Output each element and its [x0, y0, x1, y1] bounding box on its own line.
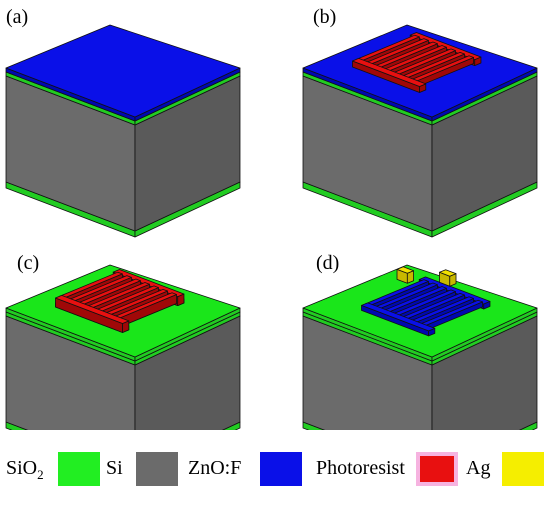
legend-swatch-zno: [260, 452, 302, 486]
zno-d-bus2-top: [361, 302, 436, 332]
panel-label-d: (d): [316, 252, 340, 274]
panel-label-a: (a): [6, 6, 29, 28]
ag-pad-1-top: [396, 266, 414, 274]
panel-label-b: (b): [313, 6, 337, 28]
panel-label-c: (c): [17, 252, 40, 274]
panel-b-block: [302, 24, 538, 238]
fabrication-diagram: [5, 24, 538, 430]
legend: SiO2 Si ZnO:F Photoresist Ag: [0, 440, 550, 500]
top-face: [5, 24, 241, 118]
legend-swatch-ag: [502, 452, 544, 486]
legend-swatch-si: [136, 452, 178, 486]
legend-label-ag: Ag: [466, 457, 491, 479]
resist-bus2-top: [352, 58, 427, 87]
legend-swatch-sio2: [58, 452, 100, 486]
legend-label-sio2: SiO2: [6, 457, 44, 482]
panel-c-block: [5, 264, 241, 430]
ag-pad-2-top: [439, 269, 457, 277]
legend-label-photoresist: Photoresist: [316, 457, 405, 479]
legend-label-zno: ZnO:F: [188, 457, 242, 479]
resist-c-bus2-top: [55, 295, 130, 324]
legend-swatch-photoresist: [416, 452, 458, 486]
panel-a-block: [5, 24, 241, 238]
panel-d-block: [302, 264, 538, 430]
legend-label-si: Si: [106, 457, 123, 479]
